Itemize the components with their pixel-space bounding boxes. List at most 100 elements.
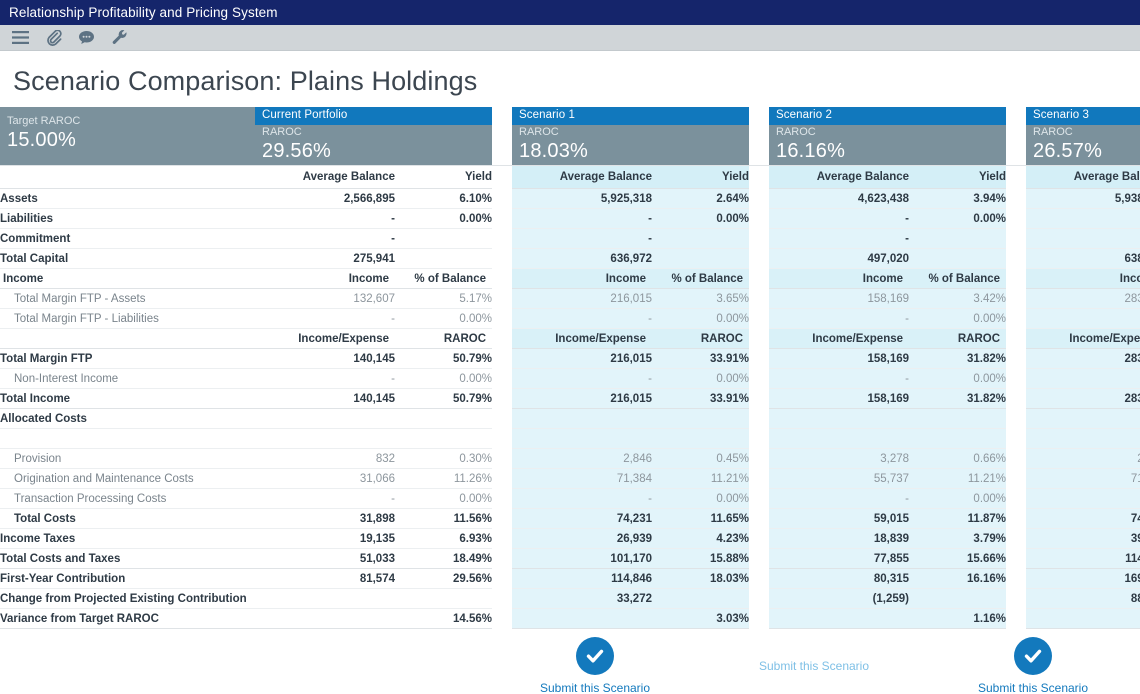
costs-taxes-amount-2: 77,855 — [769, 548, 910, 569]
ftp-assets-income-2: 158,169 — [769, 288, 910, 309]
change-proj-amount-0 — [255, 588, 395, 609]
first-year-amount-3: 169,606 — [1026, 568, 1140, 589]
change-proj-amount-1: 33,272 — [512, 588, 652, 609]
table-row: Liabilities - 0.00% - 0.00% - 0.00% - 0.… — [0, 208, 1140, 229]
scenario-card-strip: Target RAROC 15.00% Current Portfolio RA… — [0, 107, 1140, 166]
header-balance-3: Average Balance — [1026, 165, 1140, 189]
spacer-2a — [769, 428, 910, 449]
first-year-amount-2: 80,315 — [769, 568, 910, 589]
total-capital-balance-2: 497,020 — [769, 248, 910, 269]
table-row: Total Margin FTP - Assets 132,607 5.17% … — [0, 288, 1140, 309]
table-header-balance-yield: Average Balance Yield Average Balance Yi… — [0, 165, 1140, 189]
menu-icon[interactable] — [4, 25, 37, 51]
assets-yield-0: 6.10% — [395, 188, 492, 209]
commitment-balance-1: - — [512, 228, 652, 249]
row-gap — [749, 548, 770, 569]
total-costs-amount-3: 74,402 — [1026, 508, 1140, 529]
alloc-costs-blank-0b — [395, 408, 492, 429]
row-gap — [1006, 188, 1027, 209]
commitment-balance-0: - — [255, 228, 395, 249]
ftp-liab-pct-2: 0.00% — [909, 308, 1007, 329]
header-raroc-1: RAROC — [652, 328, 750, 349]
table-row: Origination and Maintenance Costs 31,066… — [0, 468, 1140, 489]
spacer-label — [0, 428, 255, 449]
target-raroc-card-cell: Target RAROC 15.00% — [0, 107, 255, 166]
income-taxes-amount-1: 26,939 — [512, 528, 652, 549]
spacer-0b — [395, 428, 492, 449]
row-label-total-costs: Total Costs — [0, 508, 255, 529]
assets-balance-2: 4,623,438 — [769, 188, 910, 209]
variance-pct-1: 3.03% — [652, 608, 750, 629]
liabilities-yield-1: 0.00% — [652, 208, 750, 229]
row-label-allocated-costs: Allocated Costs — [0, 408, 255, 429]
table-subheader-income: Income Income % of Balance Income % of B… — [0, 268, 1140, 289]
submit-scenario-1-label: Submit this Scenario — [539, 681, 651, 694]
costs-taxes-pct-2: 15.66% — [909, 548, 1007, 569]
row-label-ftp-liabilities: Total Margin FTP - Liabilities — [0, 308, 255, 329]
table-row: Income Taxes 19,135 6.93% 26,939 4.23% 1… — [0, 528, 1140, 549]
row-gap — [492, 568, 512, 589]
window-title: Relationship Profitability and Pricing S… — [9, 5, 278, 20]
header-balance-1: Average Balance — [512, 165, 652, 189]
row-gap — [492, 248, 512, 269]
row-gap — [1006, 368, 1027, 389]
origination-pct-0: 11.26% — [395, 468, 492, 489]
attachment-icon[interactable] — [37, 25, 70, 51]
comment-icon[interactable] — [70, 25, 103, 51]
row-gap — [1006, 488, 1027, 509]
header-incexp-3: Income/Expense — [1026, 328, 1140, 349]
row-gap — [749, 588, 770, 609]
card-raroc-label-2: RAROC — [776, 126, 816, 138]
provision-amount-3: 2,854 — [1026, 448, 1140, 469]
submit-scenario-3-button[interactable]: Submit this Scenario — [930, 629, 1136, 694]
row-gap — [749, 468, 770, 489]
alloc-costs-blank-1a — [512, 408, 652, 429]
row-gap — [492, 588, 512, 609]
commitment-yield-1 — [652, 228, 750, 249]
subheader-spacer — [0, 328, 255, 349]
non-interest-raroc-0: 0.00% — [395, 368, 492, 389]
commitment-yield-0 — [395, 228, 492, 249]
first-year-raroc-0: 29.56% — [395, 568, 492, 589]
alloc-costs-blank-0a — [255, 408, 395, 429]
row-gap — [749, 208, 770, 229]
total-capital-balance-3: 638,425 — [1026, 248, 1140, 269]
change-proj-amount-2: (1,259) — [769, 588, 910, 609]
non-interest-income-1: - — [512, 368, 652, 389]
row-gap — [492, 188, 512, 209]
table-row: First-Year Contribution 81,574 29.56% 11… — [0, 568, 1140, 589]
costs-taxes-amount-1: 101,170 — [512, 548, 652, 569]
variance-amount-1 — [512, 608, 652, 629]
row-gap — [749, 328, 770, 349]
ftp-liab-income-3: - — [1026, 308, 1140, 329]
submit-scenario-2-button[interactable]: Submit this Scenario — [711, 629, 917, 673]
total-capital-balance-0: 275,941 — [255, 248, 395, 269]
table-row: Total Margin FTP 140,145 50.79% 216,015 … — [0, 348, 1140, 369]
assets-balance-1: 5,925,318 — [512, 188, 652, 209]
row-label-total-income: Total Income — [0, 388, 255, 409]
total-income-raroc-1: 33.91% — [652, 388, 750, 409]
transaction-amount-2: - — [769, 488, 910, 509]
submit-scenario-1-button[interactable]: Submit this Scenario — [492, 629, 698, 694]
scenario-comparison-grid: Target RAROC 15.00% Current Portfolio RA… — [0, 107, 1140, 629]
row-gap — [492, 468, 512, 489]
window-titlebar: Relationship Profitability and Pricing S… — [0, 0, 1140, 25]
row-gap — [1006, 208, 1027, 229]
tools-icon[interactable] — [103, 25, 136, 51]
total-income-income-3: 283,792 — [1026, 388, 1140, 409]
card-scenario-2: Scenario 2 RAROC 16.16% — [769, 107, 1007, 165]
row-label-income: Income — [0, 268, 255, 289]
row-label-total-costs-taxes: Total Costs and Taxes — [0, 548, 255, 569]
row-gap — [749, 608, 770, 629]
header-raroc-2: RAROC — [909, 328, 1007, 349]
spacer-1a — [512, 428, 652, 449]
card-raroc-label-3: RAROC — [1033, 126, 1073, 138]
first-year-raroc-1: 18.03% — [652, 568, 750, 589]
total-ftp-raroc-1: 33.91% — [652, 348, 750, 369]
origination-amount-3: 71,547 — [1026, 468, 1140, 489]
row-gap — [492, 528, 512, 549]
non-interest-raroc-1: 0.00% — [652, 368, 750, 389]
row-gap — [1006, 348, 1027, 369]
ftp-liab-pct-0: 0.00% — [395, 308, 492, 329]
card-current-portfolio: Current Portfolio RAROC 29.56% — [255, 107, 492, 165]
